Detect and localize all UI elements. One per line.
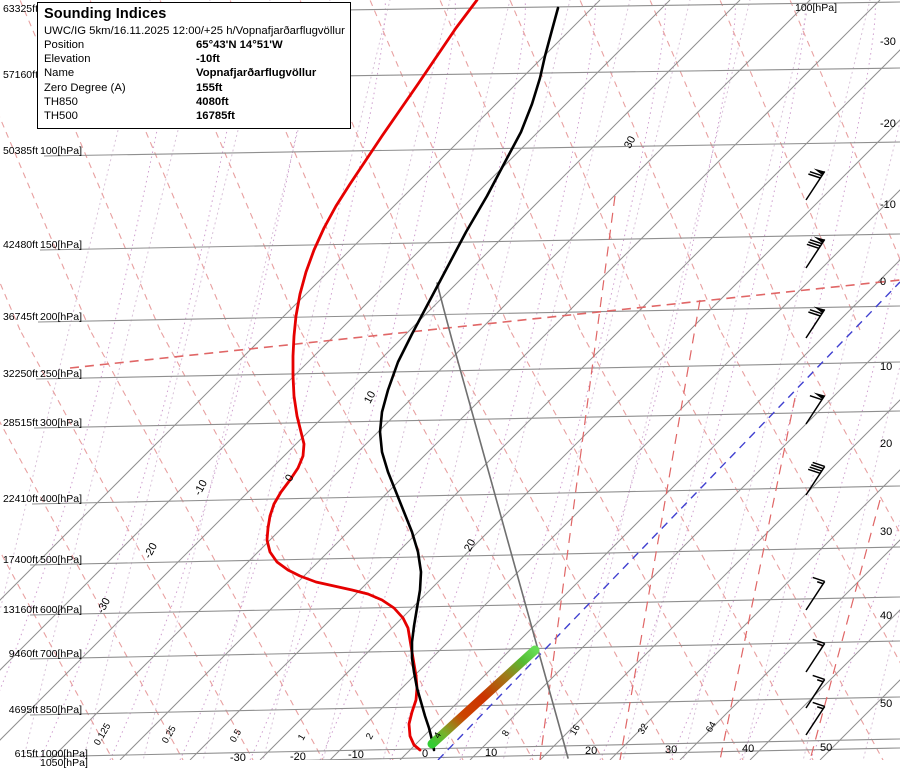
indices-key: Position — [44, 39, 85, 51]
pressure-label-150: 150[hPa] — [40, 239, 83, 251]
indices-value: Vopnafjarðarflugvöllur — [196, 67, 317, 80]
altitude-label-615ft: 615ft — [14, 748, 38, 760]
temp-axis-right-0: 0 — [880, 276, 887, 288]
indices-key: TH500 — [44, 110, 78, 123]
altitude-label-32250ft: 32250ft — [2, 368, 38, 380]
indices-subtitle: UWC/IG 5km/16.11.2025 12:00/+25 h/Vopnaf… — [44, 25, 345, 37]
temp-axis-bottom--10: -10 — [348, 749, 364, 761]
pressure-label-1050: 1050[hPa] — [40, 757, 88, 769]
temp-axis-right-10: 10 — [880, 361, 893, 373]
temp-axis-right-40: 40 — [880, 610, 893, 622]
pressure-label-200: 200[hPa] — [40, 311, 83, 323]
pressure-label-850: 850[hPa] — [40, 704, 83, 716]
wind-barb-group — [805, 168, 826, 736]
indices-value: 155ft — [196, 81, 223, 94]
temp-axis-right--20: -20 — [880, 118, 896, 130]
altitude-label-63325ft: 63325ft — [2, 3, 38, 15]
pressure-label-600: 600[hPa] — [40, 604, 83, 616]
wind-barb — [805, 392, 826, 425]
indices-title: Sounding Indices — [44, 6, 167, 22]
pressure-label-300: 300[hPa] — [40, 417, 83, 429]
table-row: Name Vopnafjarðarflugvöllur — [44, 66, 344, 80]
altitude-label-13160ft: 13160ft — [2, 604, 38, 616]
altitude-label-28515ft: 28515ft — [2, 417, 38, 429]
altitude-label-22410ft: 22410ft — [2, 493, 38, 505]
temp-axis-right-30: 30 — [880, 526, 893, 538]
wind-barb — [805, 168, 826, 201]
table-row: Zero Degree (A) 155ft — [44, 81, 344, 95]
temp-axis-bottom-20: 20 — [585, 745, 598, 757]
freezing-level-line — [69, 279, 900, 369]
saturation-reference-line — [437, 281, 900, 760]
table-row: Elevation -10ft — [44, 52, 344, 66]
parcel-trajectory-curve — [436, 282, 569, 759]
indices-key: TH850 — [44, 95, 78, 108]
pressure-label-100: 100[hPa] — [40, 145, 83, 157]
altitude-label-42480ft: 42480ft — [2, 239, 38, 251]
indices-key: Elevation — [44, 53, 91, 66]
wind-barb — [805, 461, 826, 496]
surface-shear-bar — [427, 645, 540, 749]
temp-axis-bottom-40: 40 — [742, 743, 755, 755]
pressure-label-1000: 1000[hPa] — [40, 748, 88, 760]
altitude-label-36745ft: 36745ft — [2, 311, 38, 323]
temperature-curve — [378, 6, 560, 752]
table-row: TH850 4080ft — [44, 95, 344, 109]
altitude-label-57160ft: 57160ft — [2, 69, 38, 81]
indices-value: 65°43'N 14°51'W — [196, 39, 283, 51]
temp-axis-right--10: -10 — [880, 199, 896, 211]
temp-axis-bottom-30: 30 — [665, 744, 678, 756]
temp-axis-bottom-50: 50 — [820, 742, 833, 754]
indices-key: Zero Degree (A) — [44, 81, 126, 94]
altitude-label-50385ft: 50385ft — [2, 145, 38, 157]
table-row: Position 65°43'N 14°51'W — [44, 38, 344, 52]
temp-axis-bottom-0: 0 — [422, 748, 429, 760]
dry-adiabat-highlight-lines — [539, 195, 881, 760]
pressure-label-500: 500[hPa] — [40, 554, 83, 566]
pressure-label-400: 400[hPa] — [40, 493, 83, 505]
temp-axis-right--30: -30 — [880, 36, 896, 48]
altitude-label-17400ft: 17400ft — [2, 554, 38, 566]
altitude-label-4695ft: 4695ft — [8, 704, 38, 716]
indices-value: 4080ft — [196, 95, 229, 108]
temp-axis-bottom-10: 10 — [485, 747, 498, 759]
wind-barb — [805, 236, 826, 269]
temp-axis-bottom--30: -30 — [230, 752, 246, 764]
table-row: TH500 16785ft — [44, 109, 344, 123]
indices-value: -10ft — [196, 53, 220, 66]
temp-axis-bottom--20: -20 — [290, 751, 306, 763]
pressure-label-700: 700[hPa] — [40, 648, 83, 660]
temp-axis-right-20: 20 — [880, 438, 893, 450]
pressure-label-250: 250[hPa] — [40, 368, 83, 380]
wind-barb — [805, 674, 826, 709]
indices-key: Name — [44, 67, 75, 80]
wind-barb — [805, 701, 826, 736]
indices-value: 16785ft — [196, 110, 235, 123]
wind-barb — [805, 576, 826, 611]
sounding-indices-box: Sounding Indices UWC/IG 5km/16.11.2025 1… — [37, 2, 351, 130]
wind-barb — [805, 638, 826, 673]
altitude-label-9460ft: 9460ft — [8, 648, 38, 660]
indices-table: Position 65°43'N 14°51'W Elevation -10ft… — [44, 38, 344, 123]
pressure-label-top-right: 100[hPa] — [795, 2, 838, 14]
wind-barb — [805, 306, 826, 339]
temp-axis-right-50: 50 — [880, 698, 893, 710]
